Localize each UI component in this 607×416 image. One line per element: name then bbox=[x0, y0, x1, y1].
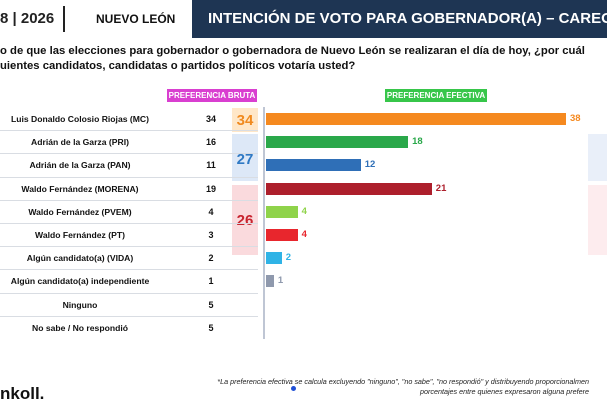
effective-preference-bar bbox=[266, 229, 298, 241]
pointer-dot bbox=[291, 386, 296, 391]
effective-preference-bar bbox=[266, 159, 361, 172]
row-separator bbox=[0, 246, 258, 248]
row-separator bbox=[0, 315, 258, 317]
enkoll-logo: nkoll. bbox=[0, 384, 45, 403]
row-separator bbox=[0, 269, 258, 271]
raw-preference-value: 5 bbox=[208, 299, 214, 310]
effective-preference-bar bbox=[266, 252, 282, 265]
category-label: Algún candidato(a) (VIDA) bbox=[26, 253, 134, 264]
effective-preference-value: 38 bbox=[570, 113, 581, 124]
question-line-2: uientes candidatos, candidatas o partido… bbox=[0, 60, 356, 72]
category-label: Waldo Fernández (PVEM) bbox=[28, 206, 132, 217]
row-separator bbox=[0, 292, 258, 294]
group-box-pri-pan-right bbox=[588, 134, 607, 181]
category-label: Luis Donaldo Colosio Riojas (MC) bbox=[11, 114, 149, 124]
header-separator bbox=[63, 6, 65, 32]
column-label-bruta: PREFERENCIA BRUTA bbox=[167, 89, 257, 102]
effective-preference-bar bbox=[266, 182, 432, 195]
axis-divider bbox=[263, 107, 265, 339]
raw-preference-value: 2 bbox=[208, 253, 214, 264]
page-title: INTENCIÓN DE VOTO PARA GOBERNADOR(A) – C… bbox=[192, 0, 607, 38]
footnote: *La preferencia efectiva se calcula excl… bbox=[149, 377, 589, 397]
raw-preference-value: 16 bbox=[205, 137, 216, 148]
effective-preference-bar bbox=[266, 136, 409, 149]
question-line-1: o de que las elecciones para gobernador … bbox=[0, 45, 585, 57]
raw-preference-value: 34 bbox=[205, 114, 216, 124]
effective-preference-value: 12 bbox=[364, 159, 376, 171]
group-box-mc bbox=[232, 108, 258, 132]
effective-preference-value: 1 bbox=[277, 275, 284, 287]
category-label: No sabe / No respondió bbox=[32, 322, 128, 333]
group-total-pri-pan: 27 bbox=[236, 151, 254, 168]
raw-preference-value: 4 bbox=[208, 206, 214, 217]
category-label: Adrián de la Garza (PRI) bbox=[31, 137, 129, 148]
group-box-pri-pan bbox=[232, 134, 258, 181]
group-box-morena-right bbox=[588, 185, 607, 255]
group-box-morena-pvem-pt bbox=[232, 185, 258, 255]
row-separator bbox=[0, 223, 258, 224]
raw-preference-value: 5 bbox=[208, 322, 214, 333]
category-label: Algún candidato(a) independiente bbox=[10, 276, 150, 287]
effective-preference-bar bbox=[266, 205, 298, 218]
row-separator bbox=[0, 176, 258, 178]
state-label: NUEVO LEÓN bbox=[96, 12, 176, 26]
row-separator bbox=[0, 130, 258, 132]
effective-preference-value: 4 bbox=[301, 229, 307, 240]
raw-preference-value: 11 bbox=[206, 160, 216, 171]
category-label: Waldo Fernández (PT) bbox=[35, 230, 125, 240]
report-date: 8 | 2026 bbox=[0, 10, 55, 27]
footnote-line-1: *La preferencia efectiva se calcula excl… bbox=[217, 377, 589, 386]
row-separator bbox=[0, 199, 258, 201]
effective-preference-value: 4 bbox=[301, 205, 307, 217]
survey-question: o de que las elecciones para gobernador … bbox=[0, 44, 607, 74]
raw-preference-value: 3 bbox=[208, 230, 214, 240]
effective-preference-value: 2 bbox=[285, 252, 292, 264]
effective-preference-bar bbox=[266, 275, 274, 288]
category-label: Waldo Fernández (MORENA) bbox=[21, 183, 139, 194]
raw-preference-value: 19 bbox=[205, 183, 216, 194]
effective-preference-value: 21 bbox=[435, 182, 447, 194]
category-label: Adrián de la Garza (PAN) bbox=[29, 160, 131, 171]
footnote-line-2: porcentajes entre quienes expresaron alg… bbox=[419, 387, 589, 396]
column-label-efectiva: PREFERENCIA EFECTIVA bbox=[385, 89, 487, 102]
effective-preference-value: 18 bbox=[412, 136, 423, 148]
group-total-mc: 34 bbox=[236, 112, 254, 129]
row-separator bbox=[0, 153, 258, 155]
effective-preference-bar bbox=[266, 113, 566, 125]
category-label: Ninguno bbox=[62, 299, 98, 310]
raw-preference-value: 1 bbox=[208, 276, 214, 287]
group-total-morena-pvem-pt: 26 bbox=[236, 212, 254, 229]
